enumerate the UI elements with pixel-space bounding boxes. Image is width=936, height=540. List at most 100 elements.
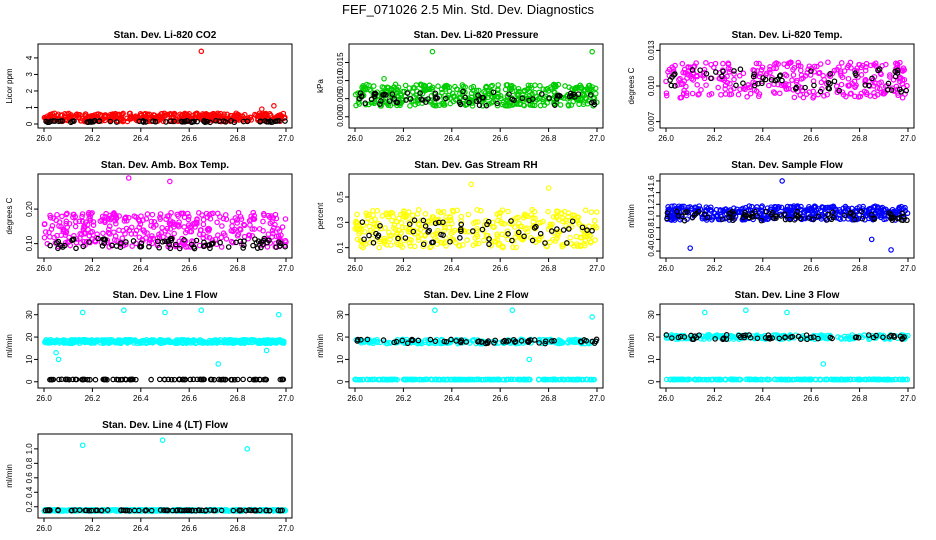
data-point xyxy=(758,215,765,221)
data-point xyxy=(178,118,185,125)
data-point xyxy=(492,238,499,245)
data-point xyxy=(733,82,739,89)
data-point xyxy=(200,221,207,228)
y-tick-label: 4 xyxy=(25,55,34,60)
data-point xyxy=(118,240,124,246)
data-point xyxy=(891,88,897,94)
y-tick-label: 0.2 xyxy=(25,501,34,513)
data-point xyxy=(494,100,500,107)
data-point xyxy=(154,238,161,245)
data-point xyxy=(888,247,894,253)
data-point xyxy=(683,90,690,96)
data-point xyxy=(212,236,219,243)
data-point xyxy=(372,216,378,223)
data-point xyxy=(402,82,409,89)
data-point xyxy=(132,230,138,237)
data-point xyxy=(494,102,501,109)
data-point xyxy=(789,77,795,83)
data-point xyxy=(383,210,389,216)
data-point xyxy=(232,215,239,221)
data-point xyxy=(234,220,240,226)
data-point xyxy=(374,234,381,240)
data-point xyxy=(663,90,670,96)
data-point xyxy=(703,82,709,88)
data-point xyxy=(273,233,280,240)
data-point xyxy=(736,72,743,79)
panel-title: Stan. Dev. Sample Flow xyxy=(731,160,843,171)
data-point xyxy=(273,215,280,222)
data-point xyxy=(557,93,563,99)
data-point xyxy=(182,118,188,125)
data-point xyxy=(368,227,374,234)
data-point xyxy=(839,89,846,95)
data-point xyxy=(862,67,869,74)
data-point xyxy=(751,71,757,77)
data-point xyxy=(266,237,272,244)
data-point xyxy=(150,118,156,124)
data-point xyxy=(198,48,205,55)
data-point xyxy=(191,118,197,125)
data-point xyxy=(186,213,192,220)
data-point xyxy=(726,210,733,217)
y-axis-label: Licor ppm xyxy=(5,68,14,103)
data-point xyxy=(458,213,465,220)
data-point xyxy=(682,209,689,216)
data-point xyxy=(499,244,506,250)
data-point xyxy=(495,82,501,88)
data-point xyxy=(244,446,251,452)
data-point xyxy=(136,118,143,125)
data-point xyxy=(148,376,154,383)
data-point xyxy=(447,100,454,107)
data-point xyxy=(162,238,168,245)
data-point xyxy=(756,60,762,67)
data-point xyxy=(701,211,708,217)
data-point xyxy=(49,223,56,229)
data-point xyxy=(535,220,542,226)
data-point xyxy=(779,178,785,184)
data-point xyxy=(791,94,798,101)
data-point xyxy=(77,112,83,118)
data-point xyxy=(887,72,893,78)
data-point xyxy=(47,212,53,219)
data-point xyxy=(376,101,383,107)
data-point xyxy=(368,96,375,103)
y-axis-label: degrees C xyxy=(627,67,636,104)
y-axis-label: kPa xyxy=(316,79,325,93)
data-point xyxy=(898,89,904,95)
data-point xyxy=(681,217,688,224)
data-point xyxy=(703,70,710,77)
data-point xyxy=(411,217,418,223)
data-point xyxy=(374,207,381,214)
y-axis-label: ml/min xyxy=(627,334,636,358)
data-point xyxy=(265,231,272,237)
data-point xyxy=(483,102,490,109)
data-point xyxy=(842,212,848,219)
data-point xyxy=(834,66,840,73)
data-point xyxy=(70,214,76,221)
data-point xyxy=(432,220,439,227)
y-tick-label: 0.013 xyxy=(647,40,656,61)
data-point xyxy=(443,235,449,241)
data-point xyxy=(900,68,906,74)
data-point xyxy=(744,93,750,100)
data-point xyxy=(495,217,501,224)
data-point xyxy=(795,205,801,211)
data-point xyxy=(795,59,802,66)
data-point xyxy=(70,211,77,218)
data-point xyxy=(249,232,256,239)
data-point xyxy=(113,220,119,227)
x-tick-label: 26.4 xyxy=(755,394,771,403)
data-point xyxy=(60,226,67,233)
data-point xyxy=(561,95,567,101)
data-point xyxy=(474,225,480,232)
data-point xyxy=(845,82,851,89)
data-point xyxy=(753,88,760,94)
data-point xyxy=(95,235,101,242)
x-tick-label: 27.0 xyxy=(900,264,916,273)
panel-title: Stan. Dev. Line 3 Flow xyxy=(735,290,840,301)
data-point xyxy=(676,77,682,83)
data-point xyxy=(215,361,222,367)
data-point xyxy=(817,61,824,67)
data-point xyxy=(473,231,480,238)
data-point xyxy=(385,229,392,236)
